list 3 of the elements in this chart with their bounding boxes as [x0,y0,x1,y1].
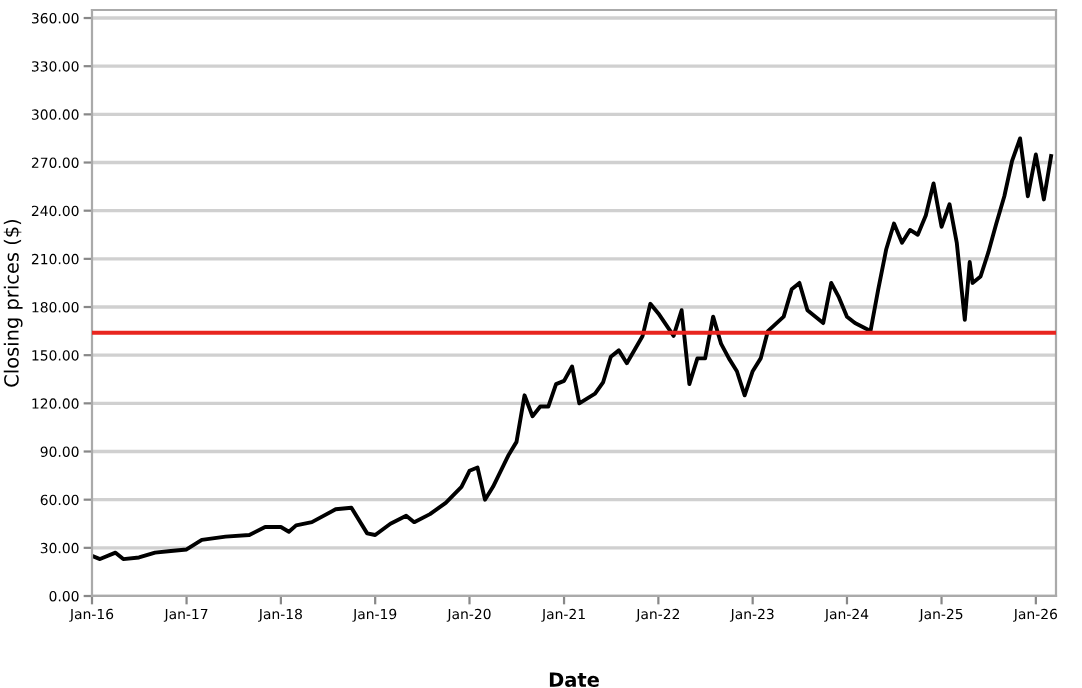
x-axis-title: Date [549,672,599,687]
y-axis-title: Closing prices ($) [3,219,23,387]
line-series [92,136,1054,562]
